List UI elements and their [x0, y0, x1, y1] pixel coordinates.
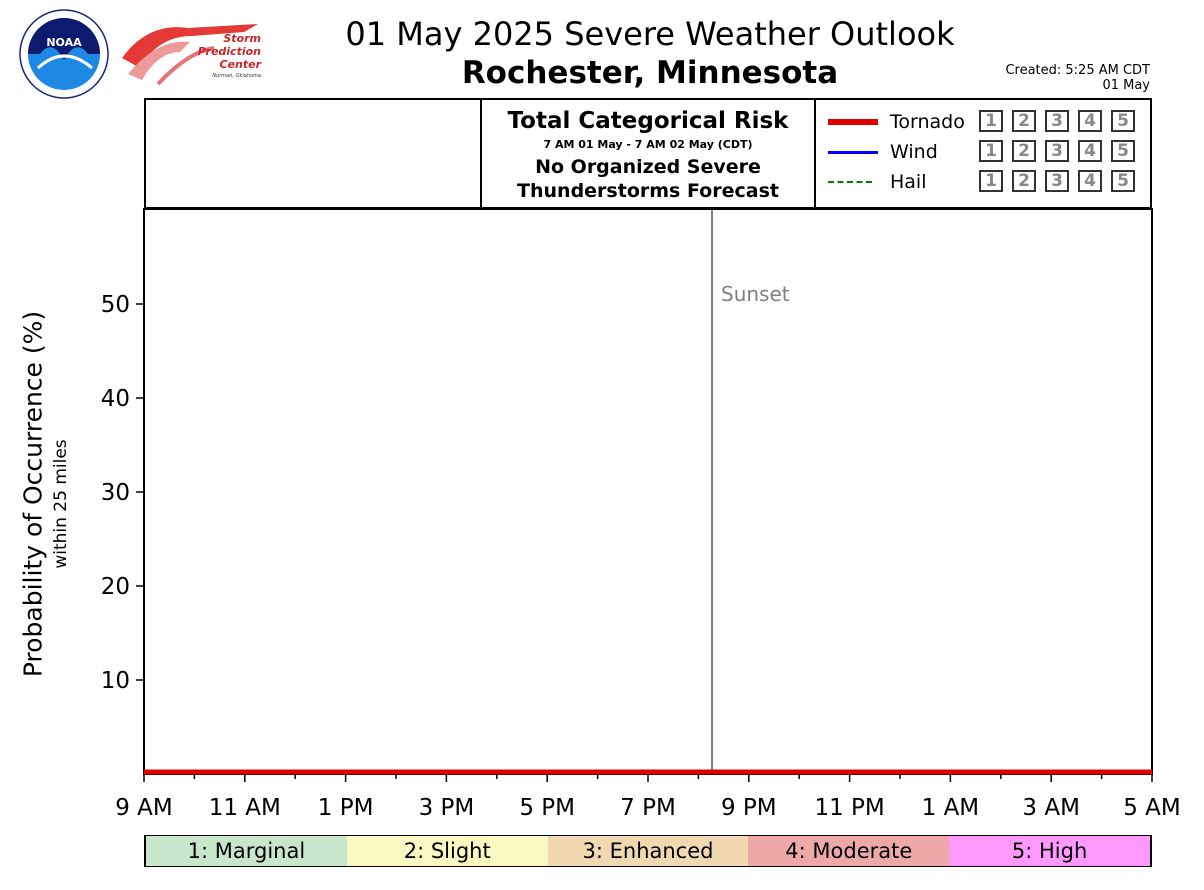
- wind-risk-box-2: 2: [1012, 140, 1036, 162]
- created-line-1: Created: 5:25 AM CDT: [1005, 63, 1150, 78]
- legend-wind: Wind: [828, 139, 974, 165]
- x-tick-label: 9 PM: [721, 795, 777, 821]
- risk-period: 7 AM 01 May - 7 AM 02 May (CDT): [543, 138, 753, 151]
- legend-tornado-label: Tornado: [890, 111, 965, 133]
- category-1: 1: Marginal: [146, 836, 347, 866]
- spc-logo-center: Center: [219, 58, 261, 71]
- hail-risk-box-4: 4: [1078, 170, 1102, 192]
- spc-logo-location: Norman, Oklahoma: [212, 73, 261, 79]
- tornado-risk-box-1: 1: [979, 110, 1003, 132]
- x-tick-label: 7 PM: [620, 795, 676, 821]
- risk-text-line-2: Thunderstorms Forecast: [517, 180, 779, 202]
- risk-text-line-1: No Organized Severe: [535, 156, 761, 178]
- category-2: 2: Slight: [346, 836, 548, 866]
- created-line-2: 01 May: [1102, 78, 1150, 93]
- category-4: 4: Moderate: [748, 836, 950, 866]
- location-title: Rochester, Minnesota: [461, 55, 839, 91]
- wind-risk-box-3: 3: [1045, 140, 1069, 162]
- risk-panel: Total Categorical Risk 7 AM 01 May - 7 A…: [480, 98, 816, 209]
- legend-tornado-line: [828, 119, 878, 125]
- legend-tornado: Tornado: [828, 109, 974, 135]
- risk-text: No Organized Severe Thunderstorms Foreca…: [482, 155, 814, 203]
- category-5: 5: High: [949, 836, 1150, 866]
- legend-tornado-boxes: 1 2 3 4 5: [979, 110, 1135, 132]
- spc-logo-storm: Storm: [223, 32, 261, 45]
- spc-logo-prediction: Prediction: [198, 45, 261, 58]
- hail-risk-box-2: 2: [1012, 170, 1036, 192]
- x-tick-label: 5 AM: [1123, 795, 1181, 821]
- x-tick-label: 11 PM: [814, 795, 884, 821]
- page-title: 01 May 2025 Severe Weather Outlook: [345, 15, 955, 53]
- legend-wind-boxes: 1 2 3 4 5: [979, 140, 1135, 162]
- tornado-risk-box-5: 5: [1111, 110, 1135, 132]
- x-tick-label: 1 PM: [318, 795, 374, 821]
- noaa-logo-text: NOAA: [46, 36, 82, 49]
- legend-hail-label: Hail: [890, 171, 927, 193]
- x-tick-label: 3 AM: [1022, 795, 1080, 821]
- spc-logo-icon: Storm Prediction Center Norman, Oklahoma: [122, 24, 262, 86]
- legend-hail: Hail: [828, 169, 974, 195]
- category-3: 3: Enhanced: [547, 836, 749, 866]
- x-tick-label: 1 AM: [922, 795, 980, 821]
- spc-logo: Storm Prediction Center Norman, Oklahoma: [118, 18, 264, 90]
- y-tick-label: 40: [101, 386, 130, 412]
- tornado-risk-box-3: 3: [1045, 110, 1069, 132]
- noaa-logo: NOAA: [18, 8, 110, 100]
- legend-hail-boxes: 1 2 3 4 5: [979, 170, 1135, 192]
- wind-risk-box-4: 4: [1078, 140, 1102, 162]
- chart-area: Sunset 10 20 30 40 50 9 AM 11 AM 1 PM 3 PM 5 PM 7 P…: [101, 208, 1181, 821]
- created-timestamp: Created: 5:25 AM CDT 01 May: [1005, 63, 1150, 93]
- wind-risk-box-1: 1: [979, 140, 1003, 162]
- x-tick-label: 11 AM: [209, 795, 281, 821]
- tornado-risk-box-2: 2: [1012, 110, 1036, 132]
- y-tick-label: 50: [101, 292, 130, 318]
- legend-wind-label: Wind: [890, 141, 938, 163]
- plot-frame: [143, 208, 1153, 775]
- hail-risk-box-3: 3: [1045, 170, 1069, 192]
- wind-risk-box-5: 5: [1111, 140, 1135, 162]
- hail-risk-box-1: 1: [979, 170, 1003, 192]
- legend-hail-line: [828, 181, 872, 183]
- x-tick-label: 3 PM: [419, 795, 475, 821]
- sunset-label: Sunset: [721, 282, 790, 306]
- x-tick-label: 5 PM: [519, 795, 575, 821]
- hail-risk-box-5: 5: [1111, 170, 1135, 192]
- noaa-logo-icon: NOAA: [19, 9, 109, 99]
- y-tick-label: 20: [101, 574, 130, 600]
- x-tick-label: 9 AM: [115, 795, 173, 821]
- risk-title: Total Categorical Risk: [507, 108, 789, 134]
- legend-wind-line: [828, 150, 878, 154]
- tornado-risk-box-4: 4: [1078, 110, 1102, 132]
- y-tick-label: 30: [101, 480, 130, 506]
- y-tick-label: 10: [101, 668, 130, 694]
